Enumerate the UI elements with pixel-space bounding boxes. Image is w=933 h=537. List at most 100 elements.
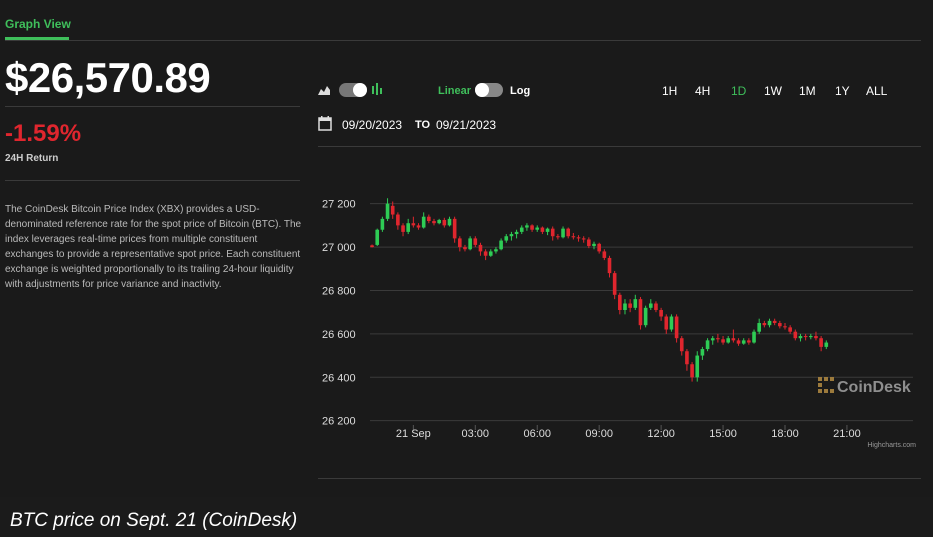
candle[interactable]: [519, 225, 524, 235]
candle[interactable]: [499, 238, 503, 251]
candle[interactable]: [762, 320, 767, 328]
candle[interactable]: [690, 362, 694, 382]
date-to[interactable]: 09/21/2023: [436, 118, 497, 132]
candle[interactable]: [468, 236, 472, 251]
candle[interactable]: [488, 249, 493, 257]
candle[interactable]: [483, 249, 488, 261]
candle[interactable]: [778, 320, 782, 329]
candle[interactable]: [767, 318, 772, 328]
candle[interactable]: [685, 349, 689, 371]
candle[interactable]: [669, 314, 674, 332]
candle[interactable]: [494, 247, 498, 254]
candle[interactable]: [535, 225, 540, 232]
candle[interactable]: [741, 338, 746, 345]
candle[interactable]: [447, 216, 452, 227]
candle[interactable]: [814, 331, 818, 341]
candle[interactable]: [550, 226, 555, 241]
candle[interactable]: [752, 329, 756, 344]
candle[interactable]: [509, 231, 514, 241]
chart-type-toggle[interactable]: [339, 83, 367, 97]
candle[interactable]: [576, 235, 581, 242]
candle[interactable]: [607, 255, 612, 278]
candlestick-icon[interactable]: [371, 83, 383, 96]
candle[interactable]: [793, 329, 798, 341]
candle[interactable]: [716, 333, 720, 343]
candle[interactable]: [566, 227, 571, 239]
candle[interactable]: [602, 249, 607, 261]
candle[interactable]: [370, 244, 374, 248]
candle[interactable]: [401, 223, 405, 237]
candle[interactable]: [648, 299, 653, 310]
candle[interactable]: [772, 318, 777, 326]
candle[interactable]: [659, 307, 663, 321]
candle[interactable]: [540, 226, 545, 235]
candle[interactable]: [700, 346, 705, 360]
candle[interactable]: [736, 338, 741, 346]
candle[interactable]: [757, 318, 761, 334]
candle[interactable]: [380, 216, 385, 232]
candle[interactable]: [654, 301, 658, 313]
candle[interactable]: [747, 338, 751, 345]
candle[interactable]: [385, 198, 390, 222]
candle[interactable]: [633, 294, 638, 310]
candle[interactable]: [442, 217, 447, 228]
candle[interactable]: [819, 336, 823, 352]
candle[interactable]: [628, 299, 632, 313]
candle[interactable]: [571, 232, 576, 240]
candle[interactable]: [726, 336, 731, 344]
candle[interactable]: [679, 336, 684, 356]
candle[interactable]: [674, 314, 679, 343]
range-1w-button[interactable]: 1W: [764, 84, 782, 98]
candle[interactable]: [432, 218, 436, 226]
candle[interactable]: [695, 351, 700, 382]
candle[interactable]: [581, 236, 586, 243]
candle[interactable]: [437, 218, 441, 225]
date-from[interactable]: 09/20/2023: [342, 118, 403, 132]
scale-linear-label[interactable]: Linear: [438, 85, 472, 97]
candle[interactable]: [808, 333, 813, 340]
candle[interactable]: [643, 305, 648, 328]
candle[interactable]: [504, 234, 509, 243]
candle[interactable]: [416, 223, 421, 230]
candle[interactable]: [592, 241, 596, 250]
scale-log-label[interactable]: Log: [510, 85, 531, 97]
highcharts-credit[interactable]: Highcharts.com: [867, 442, 916, 449]
candle[interactable]: [406, 218, 411, 235]
area-chart-icon[interactable]: [318, 84, 330, 96]
candle[interactable]: [612, 270, 617, 300]
candle[interactable]: [731, 329, 736, 343]
range-1y-button[interactable]: 1Y: [835, 84, 850, 98]
candle[interactable]: [597, 242, 601, 254]
candle[interactable]: [638, 296, 643, 330]
candle[interactable]: [788, 325, 792, 334]
candle[interactable]: [463, 244, 467, 252]
calendar-icon[interactable]: [318, 116, 332, 131]
candle[interactable]: [783, 323, 787, 330]
price-chart[interactable]: 27 200 27 000 26 800 26 600 26 400 26 200 21 …: [318, 185, 921, 455]
candle[interactable]: [556, 234, 560, 240]
range-4h-button[interactable]: 4H: [695, 84, 711, 98]
candle[interactable]: [545, 227, 550, 236]
candle[interactable]: [561, 226, 565, 239]
range-1h-button[interactable]: 1H: [662, 84, 678, 98]
candle[interactable]: [664, 314, 669, 334]
candle[interactable]: [525, 223, 529, 231]
candle[interactable]: [721, 336, 725, 345]
candle[interactable]: [798, 333, 803, 342]
candle[interactable]: [530, 224, 534, 232]
candle[interactable]: [824, 340, 829, 350]
candle[interactable]: [587, 237, 591, 249]
candle[interactable]: [514, 229, 519, 239]
candle[interactable]: [375, 228, 380, 246]
candle[interactable]: [427, 214, 431, 224]
tab-graph-view[interactable]: Graph View: [5, 17, 71, 31]
range-all-button[interactable]: ALL: [866, 84, 888, 98]
candle[interactable]: [705, 338, 710, 352]
candle[interactable]: [452, 216, 457, 243]
candle[interactable]: [803, 333, 808, 341]
candle[interactable]: [421, 212, 426, 229]
candle[interactable]: [396, 212, 400, 230]
candle[interactable]: [623, 299, 627, 315]
candle[interactable]: [478, 242, 483, 256]
range-1d-button[interactable]: 1D: [731, 84, 747, 98]
